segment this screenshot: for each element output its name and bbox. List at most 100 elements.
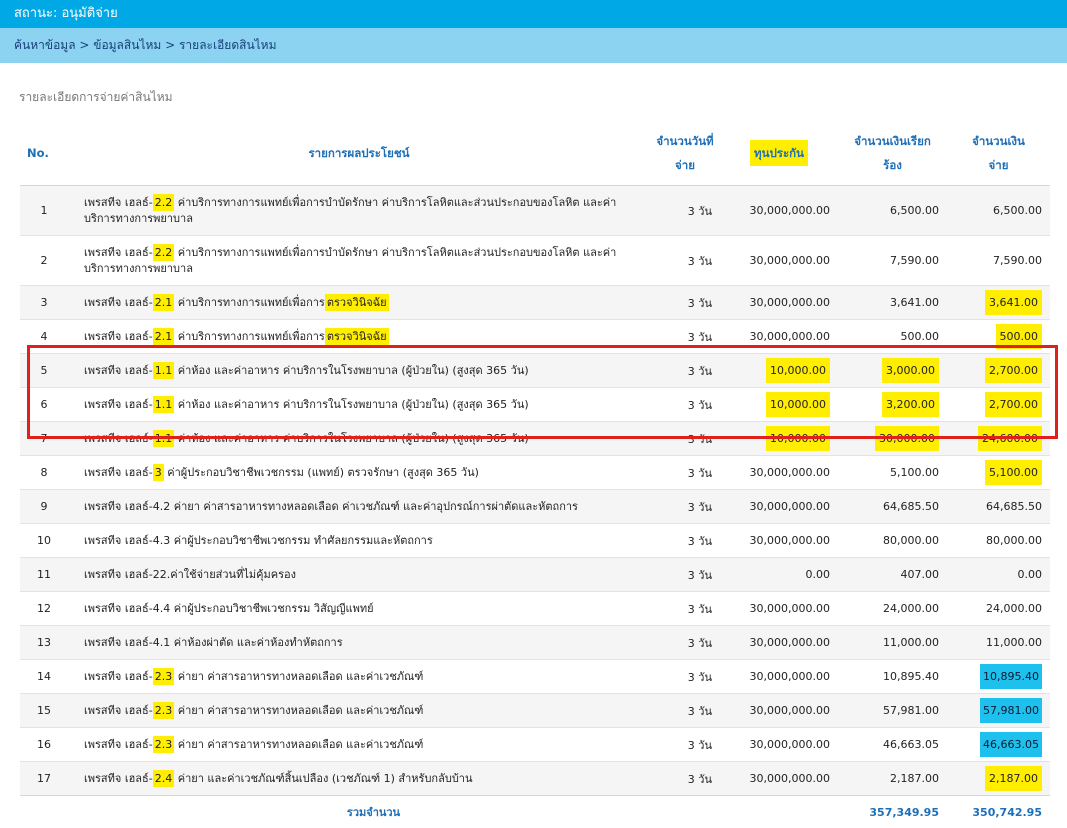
benefit-description: เพรสทีจ เฮลธ์-4.4 ค่าผู้ประกอบวิชาชีพเวช…	[68, 592, 650, 626]
claim-amount: 64,685.50	[838, 490, 947, 524]
benefit-code: 1.1	[153, 430, 175, 447]
claim-amount: 3,641.00	[838, 286, 947, 320]
sum-insured: 30,000,000.00	[720, 694, 838, 728]
header-sum-insured: ทุนประกัน	[720, 120, 838, 186]
paid-amount-value: 2,187.00	[985, 766, 1042, 791]
benefit-description: เพรสทีจ เฮลธ์-2.4 ค่ายา และค่าเวชภัณฑ์สิ…	[68, 762, 650, 796]
sum-insured: 30,000,000.00	[720, 186, 838, 236]
row-number: 7	[20, 422, 68, 456]
paid-days: 3 วัน	[650, 694, 720, 728]
benefit-text: ค่าบริการทางการแพทย์เพื่อการ	[174, 330, 325, 343]
benefit-description: เพรสทีจ เฮลธ์-2.3 ค่ายา ค่าสารอาหารทางหล…	[68, 728, 650, 762]
sum-insured: 30,000,000.00	[720, 762, 838, 796]
header-days-line2: จ่าย	[651, 153, 719, 177]
paid-amount: 46,663.05	[947, 728, 1050, 762]
row-number: 8	[20, 456, 68, 490]
sum-insured-value: 10,000.00	[766, 392, 830, 417]
benefit-text: ค่าห้อง และค่าอาหาร ค่าบริการในโรงพยาบาล…	[174, 432, 528, 445]
row-number: 6	[20, 388, 68, 422]
claim-amount: 5,100.00	[838, 456, 947, 490]
benefit-text: ค่าผู้ประกอบวิชาชีพเวชกรรม ทำศัลยกรรมและ…	[170, 534, 433, 547]
benefit-text: ค่าผู้ประกอบวิชาชีพเวชกรรม (แพทย์) ตรวจร…	[164, 466, 479, 479]
benefit-code: 2.2	[153, 244, 175, 261]
benefit-code: 2.1	[153, 294, 175, 311]
sum-insured: 30,000,000.00	[720, 728, 838, 762]
paid-amount: 24,600.00	[947, 422, 1050, 456]
paid-amount: 500.00	[947, 320, 1050, 354]
sum-insured-value: 10,000.00	[766, 426, 830, 451]
benefit-text: ค่าห้องผ่าตัด และค่าห้องทำหัตถการ	[170, 636, 342, 649]
header-claim-line2: ร้อง	[839, 153, 946, 177]
claim-amount: 7,590.00	[838, 236, 947, 286]
benefit-text: ค่ายา ค่าสารอาหารทางหลอดเลือด และค่าเวชภ…	[174, 738, 423, 751]
paid-amount: 64,685.50	[947, 490, 1050, 524]
header-paid-line2: จ่าย	[948, 153, 1049, 177]
benefit-code: 2.3	[153, 668, 175, 685]
header-description: รายการผลประโยชน์	[68, 120, 650, 186]
benefit-code: 2.3	[153, 736, 175, 753]
paid-amount: 11,000.00	[947, 626, 1050, 660]
claim-detail-table-wrapper: No. รายการผลประโยชน์ จำนวนวันที่ จ่าย ทุ…	[20, 120, 1050, 828]
benefit-text: ค่ายา ค่าสารอาหารทางหลอดเลือด และค่าเวชภ…	[174, 704, 423, 717]
paid-days: 3 วัน	[650, 762, 720, 796]
claim-amount: 11,000.00	[838, 626, 947, 660]
benefit-prefix: เพรสทีจ เฮลธ์-4.1	[84, 636, 170, 649]
sum-insured: 30,000,000.00	[720, 490, 838, 524]
table-total-row: รวมจำนวน 357,349.95 350,742.95	[20, 796, 1050, 828]
header-paid-amount: จำนวนเงิน จ่าย	[947, 120, 1050, 186]
paid-days: 3 วัน	[650, 286, 720, 320]
claim-amount: 24,000.00	[838, 592, 947, 626]
claim-amount: 2,187.00	[838, 762, 947, 796]
benefit-description: เพรสทีจ เฮลธ์-4.1 ค่าห้องผ่าตัด และค่าห้…	[68, 626, 650, 660]
row-number: 12	[20, 592, 68, 626]
paid-amount-value: 24,600.00	[978, 426, 1042, 451]
row-number: 10	[20, 524, 68, 558]
header-claim-amount: จำนวนเงินเรียก ร้อง	[838, 120, 947, 186]
claim-amount: 30,000.00	[838, 422, 947, 456]
benefit-text: ค่าห้อง และค่าอาหาร ค่าบริการในโรงพยาบาล…	[174, 364, 528, 377]
benefit-prefix: เพรสทีจ เฮลธ์-	[84, 398, 153, 411]
paid-amount-value: 5,100.00	[985, 460, 1042, 485]
claim-amount-value: 3,200.00	[882, 392, 939, 417]
benefit-prefix: เพรสทีจ เฮลธ์-	[84, 196, 153, 209]
benefit-prefix: เพรสทีจ เฮลธ์-4.3	[84, 534, 170, 547]
paid-days: 3 วัน	[650, 524, 720, 558]
benefit-text-highlight: ตรวจวินิจฉัย	[325, 294, 389, 311]
row-number: 4	[20, 320, 68, 354]
benefit-description: เพรสทีจ เฮลธ์-1.1 ค่าห้อง และค่าอาหาร ค่…	[68, 388, 650, 422]
paid-amount-value: 57,981.00	[980, 698, 1042, 723]
total-paid-amount: 350,742.95	[947, 796, 1050, 828]
paid-days: 3 วัน	[650, 660, 720, 694]
benefit-description: เพรสทีจ เฮลธ์-4.2 ค่ายา ค่าสารอาหารทางหล…	[68, 490, 650, 524]
paid-days: 3 วัน	[650, 592, 720, 626]
benefit-code: 2.4	[153, 770, 175, 787]
claim-detail-table: No. รายการผลประโยชน์ จำนวนวันที่ จ่าย ทุ…	[20, 120, 1050, 828]
table-row: 10 เพรสทีจ เฮลธ์-4.3 ค่าผู้ประกอบวิชาชีพเ…	[20, 524, 1050, 558]
benefit-text: ค่ายา และค่าเวชภัณฑ์สิ้นเปลือง (เวชภัณฑ์…	[174, 772, 472, 785]
benefit-prefix: เพรสทีจ เฮลธ์-	[84, 738, 153, 751]
sum-insured: 10,000.00	[720, 388, 838, 422]
breadcrumb-links[interactable]: ค้นหาข้อมูล > ข้อมูลสินไหม > รายละเอียดส…	[14, 38, 277, 52]
sum-insured: 30,000,000.00	[720, 320, 838, 354]
row-number: 5	[20, 354, 68, 388]
row-number: 9	[20, 490, 68, 524]
claim-amount: 46,663.05	[838, 728, 947, 762]
paid-amount: 0.00	[947, 558, 1050, 592]
paid-amount: 80,000.00	[947, 524, 1050, 558]
sum-insured: 10,000.00	[720, 354, 838, 388]
paid-days: 3 วัน	[650, 558, 720, 592]
sum-insured: 30,000,000.00	[720, 456, 838, 490]
paid-amount: 57,981.00	[947, 694, 1050, 728]
benefit-description: เพรสทีจ เฮลธ์-2.3 ค่ายา ค่าสารอาหารทางหล…	[68, 694, 650, 728]
benefit-description: เพรสทีจ เฮลธ์-2.1 ค่าบริการทางการแพทย์เพ…	[68, 320, 650, 354]
paid-amount: 6,500.00	[947, 186, 1050, 236]
benefit-code: 1.1	[153, 396, 175, 413]
benefit-prefix: เพรสทีจ เฮลธ์-	[84, 296, 153, 309]
benefit-prefix: เพรสทีจ เฮลธ์-	[84, 772, 153, 785]
row-number: 15	[20, 694, 68, 728]
benefit-code: 3	[153, 464, 164, 481]
